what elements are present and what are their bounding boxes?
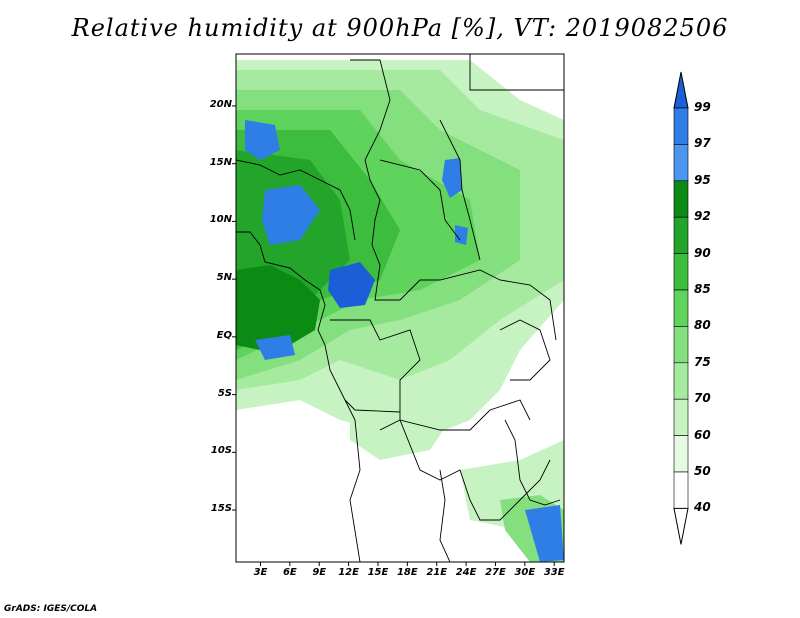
grads-credit: GrADS: IGES/COLA	[4, 604, 98, 614]
colorbar-segment	[673, 435, 689, 473]
colorbar-segment	[673, 289, 689, 327]
lon-label: 6E	[282, 567, 297, 578]
lon-label: 27E	[485, 567, 506, 578]
lon-label: 3E	[253, 567, 268, 578]
lon-label: 33E	[543, 567, 565, 578]
lat-label: 5N	[216, 272, 232, 284]
lon-label: 30E	[514, 567, 536, 578]
lat-label: 10S	[210, 445, 232, 457]
colorbar-label: 70	[694, 391, 711, 406]
lon-label: 24E	[455, 567, 477, 578]
lon-label: 12E	[338, 567, 359, 578]
colorbar-segment	[673, 253, 689, 291]
colorbar-segment	[673, 216, 689, 254]
colorbar-label: 97	[694, 136, 711, 151]
colorbar-label: 99	[694, 100, 711, 114]
map-frame	[235, 53, 565, 563]
colorbar-top-triangle	[673, 71, 689, 109]
axis-ticks	[232, 105, 555, 566]
lat-label: 5S	[217, 387, 232, 399]
lon-label: 18E	[396, 567, 418, 578]
lon-label: 9E	[312, 567, 327, 578]
colorbar-bottom-triangle	[673, 507, 689, 545]
lat-label: 20N	[209, 98, 232, 110]
colorbar-label: 90	[694, 245, 711, 260]
colorbar-label: 85	[694, 282, 711, 296]
colorbar-segment	[673, 471, 689, 509]
colorbar-segment	[673, 362, 689, 400]
colorbar-segment	[673, 326, 689, 364]
colorbar-label: 80	[694, 318, 711, 333]
colorbar-label: 60	[694, 427, 711, 442]
colorbar-label: 50	[694, 464, 711, 478]
colorbar-segment	[673, 398, 689, 436]
colorbar-label: 92	[694, 209, 711, 224]
colorbar-label: 40	[694, 500, 711, 515]
map-title: Relative humidity at 900hPa [%], VT: 201…	[71, 14, 729, 42]
colorbar-segment	[673, 144, 689, 182]
lat-label: 15S	[210, 503, 232, 515]
colorbar-label: 95	[694, 172, 711, 187]
colorbar-segment	[673, 107, 689, 145]
humidity-field	[236, 54, 564, 562]
lat-label: EQ	[216, 329, 232, 341]
colorbar-segment	[673, 180, 689, 218]
lon-label: 15E	[367, 567, 389, 578]
lat-label: 10N	[209, 214, 232, 226]
colorbar-label: 75	[694, 354, 711, 369]
colorbar	[673, 71, 689, 545]
lat-label: 15N	[209, 156, 232, 168]
lon-label: 21E	[426, 567, 448, 578]
